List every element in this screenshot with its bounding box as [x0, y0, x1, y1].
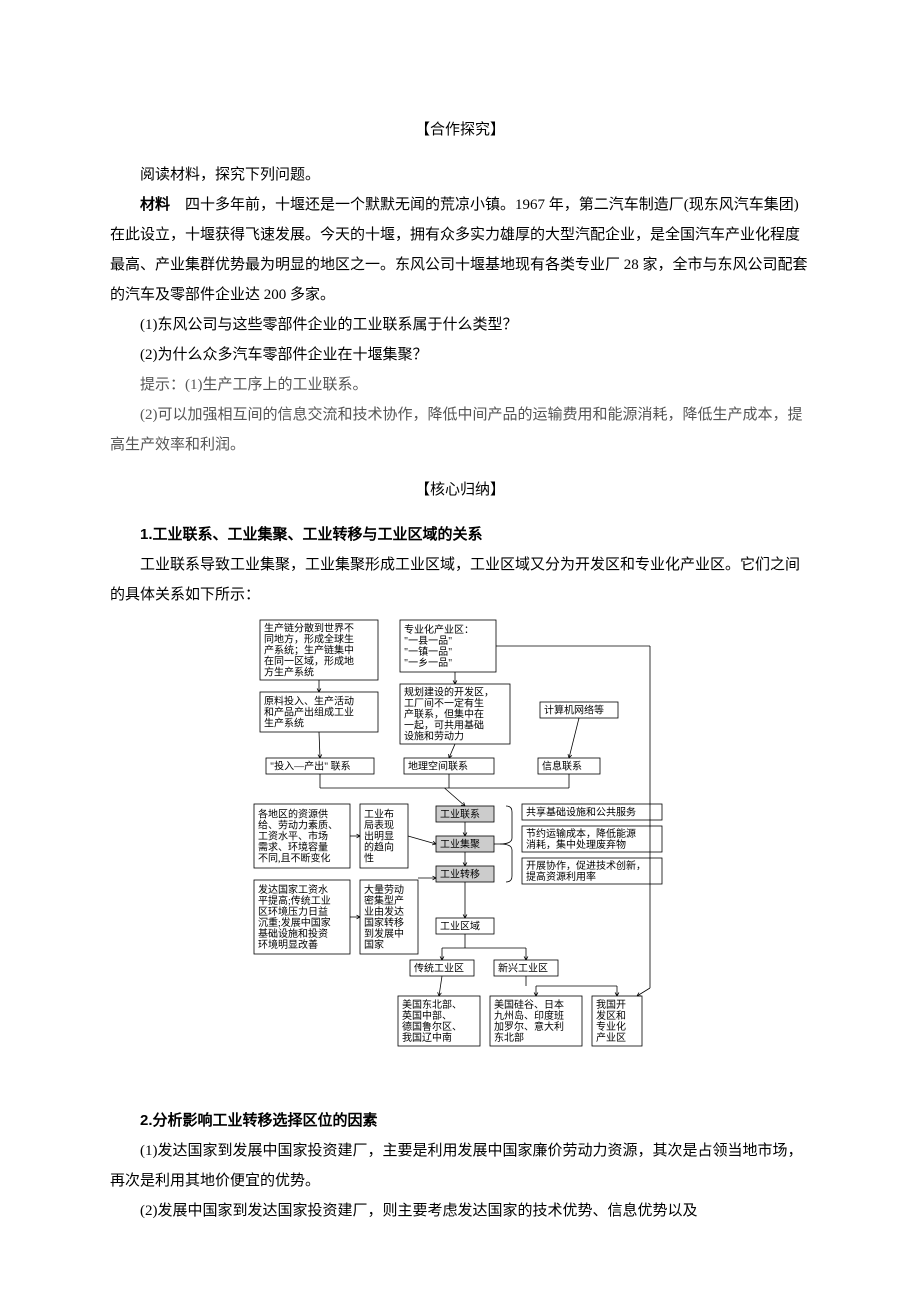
svg-text:到发展中: 到发展中 [364, 927, 404, 940]
svg-text:"投入—产出" 联系: "投入—产出" 联系 [270, 760, 351, 773]
svg-text:德国鲁尔区、: 德国鲁尔区、 [402, 1020, 462, 1033]
svg-text:英国中部、: 英国中部、 [402, 1009, 452, 1022]
svg-text:各地区的资源供: 各地区的资源供 [258, 808, 328, 821]
material-label: 材料 [140, 196, 170, 213]
svg-text:工资水平、市场: 工资水平、市场 [258, 830, 328, 843]
question-2: (2)为什么众多汽车零部件企业在十堰集聚？ [110, 340, 810, 370]
svg-text:方生产系统: 方生产系统 [264, 666, 314, 679]
svg-text:的趋向: 的趋向 [364, 841, 394, 854]
svg-text:专业化产业区：: 专业化产业区： [404, 623, 474, 636]
svg-text:工业区域: 工业区域 [440, 920, 480, 933]
relationship-diagram: 生产链分散到世界不同地方，形成全球生产系统；生产链集中在同一区域，形成地方生产系… [110, 618, 810, 1098]
svg-text:发区和: 发区和 [596, 1009, 626, 1022]
svg-text:信息联系: 信息联系 [542, 760, 582, 773]
svg-text:新兴工业区: 新兴工业区 [498, 962, 548, 975]
svg-text:发达国家工资水: 发达国家工资水 [258, 883, 328, 896]
hint-1-body: (1)生产工序上的工业联系。 [185, 377, 368, 393]
svg-text:工业联系: 工业联系 [440, 809, 480, 821]
svg-text:同地方，形成全球生: 同地方，形成全球生 [264, 633, 354, 646]
material-body: 四十多年前，十堰还是一个默默无闻的荒凉小镇。1967 年，第二汽车制造厂(现东风… [110, 197, 808, 303]
svg-text:"一乡一品": "一乡一品" [404, 657, 452, 669]
svg-text:大量劳动: 大量劳动 [364, 883, 404, 896]
svg-text:环境明显改善: 环境明显改善 [258, 938, 318, 951]
svg-text:和产品产出组成工业: 和产品产出组成工业 [264, 706, 354, 719]
svg-text:九州岛、印度班: 九州岛、印度班 [494, 1009, 564, 1022]
heading-2-p2: (2)发展中国家到发达国家投资建厂，则主要考虑发达国家的技术优势、信息优势以及 [110, 1196, 810, 1226]
svg-text:产联系，但集中在: 产联系，但集中在 [404, 708, 484, 721]
svg-text:设施和劳动力: 设施和劳动力 [404, 730, 464, 743]
svg-text:平提高;传统工业: 平提高;传统工业 [258, 894, 331, 907]
heading-2: 2.分析影响工业转移选择区位的因素 [110, 1106, 810, 1136]
svg-text:我国开: 我国开 [596, 999, 626, 1011]
svg-text:局表现: 局表现 [364, 819, 394, 832]
heading-2-p1: (1)发达国家到发展中国家投资建厂，主要是利用发展中国家廉价劳动力资源，其次是占… [110, 1136, 810, 1196]
svg-text:节约运输成本，降低能源: 节约运输成本，降低能源 [526, 827, 636, 840]
hint-label: 提示： [140, 377, 185, 393]
svg-text:给、劳动力素质、: 给、劳动力素质、 [258, 819, 338, 832]
section-core-title: 【核心归纳】 [110, 475, 810, 505]
svg-text:共享基础设施和公共服务: 共享基础设施和公共服务 [526, 806, 636, 819]
heading-1: 1.工业联系、工业集聚、工业转移与工业区域的关系 [110, 520, 810, 550]
svg-text:一起，可共用基础: 一起，可共用基础 [404, 719, 484, 732]
svg-text:工业集聚: 工业集聚 [440, 838, 480, 851]
question-1: (1)东风公司与这些零部件企业的工业联系属于什么类型？ [110, 310, 810, 340]
svg-text:我国辽中南: 我国辽中南 [402, 1031, 452, 1044]
svg-text:传统工业区: 传统工业区 [414, 962, 464, 975]
svg-text:产业区: 产业区 [596, 1031, 626, 1044]
hint-2: (2)可以加强相互间的信息交流和技术协作，降低中间产品的运输费用和能源消耗，降低… [110, 400, 810, 460]
svg-text:国家: 国家 [364, 938, 384, 951]
svg-text:东北部: 东北部 [494, 1031, 524, 1044]
section-cooperation-title: 【合作探究】 [110, 115, 810, 145]
svg-text:沉重;发展中国家: 沉重;发展中国家 [258, 916, 331, 929]
svg-text:专业化: 专业化 [596, 1020, 626, 1033]
svg-text:地理空间联系: 地理空间联系 [408, 760, 468, 773]
svg-text:美国硅谷、日本: 美国硅谷、日本 [494, 998, 564, 1011]
svg-text:国家转移: 国家转移 [364, 916, 404, 929]
svg-text:生产链分散到世界不: 生产链分散到世界不 [264, 622, 354, 635]
svg-text:区环境压力日益: 区环境压力日益 [258, 905, 328, 918]
svg-text:原料投入、生产活动: 原料投入、生产活动 [264, 695, 354, 708]
svg-text:计算机网络等: 计算机网络等 [544, 704, 604, 717]
svg-text:产系统；生产链集中: 产系统；生产链集中 [264, 644, 354, 657]
svg-text:消耗，集中处理废弃物: 消耗，集中处理废弃物 [526, 838, 626, 851]
material-paragraph: 材料 四十多年前，十堰还是一个默默无闻的荒凉小镇。1967 年，第二汽车制造厂(… [110, 190, 810, 310]
svg-text:"一县一品": "一县一品" [404, 635, 452, 647]
svg-text:出明显: 出明显 [364, 830, 394, 843]
svg-text:工业布: 工业布 [364, 809, 394, 821]
svg-text:加罗尔、意大利: 加罗尔、意大利 [494, 1020, 564, 1033]
svg-text:不同,且不断变化: 不同,且不断变化 [258, 852, 331, 865]
svg-text:规划建设的开发区，: 规划建设的开发区， [404, 686, 494, 699]
svg-text:工业转移: 工业转移 [440, 868, 480, 881]
svg-text:密集型产: 密集型产 [364, 894, 404, 907]
svg-text:开展协作，促进技术创新，: 开展协作，促进技术创新， [526, 859, 646, 872]
svg-text:美国东北部、: 美国东北部、 [402, 998, 462, 1011]
svg-text:基础设施和投资: 基础设施和投资 [258, 927, 328, 940]
svg-text:性: 性 [364, 852, 374, 865]
svg-text:工厂间不一定有生: 工厂间不一定有生 [404, 697, 484, 710]
svg-text:在同一区域，形成地: 在同一区域，形成地 [264, 655, 354, 668]
svg-text:提高资源利用率: 提高资源利用率 [526, 870, 596, 883]
svg-text:"一镇一品": "一镇一品" [404, 645, 452, 658]
heading-1-body: 工业联系导致工业集聚，工业集聚形成工业区域，工业区域又分为开发区和专业化产业区。… [110, 550, 810, 610]
intro-text: 阅读材料，探究下列问题。 [110, 160, 810, 190]
svg-text:业由发达: 业由发达 [364, 905, 404, 918]
hint-1: 提示：(1)生产工序上的工业联系。 [110, 370, 810, 400]
svg-text:需求、环境容量: 需求、环境容量 [258, 841, 328, 854]
svg-text:生产系统: 生产系统 [264, 717, 304, 730]
